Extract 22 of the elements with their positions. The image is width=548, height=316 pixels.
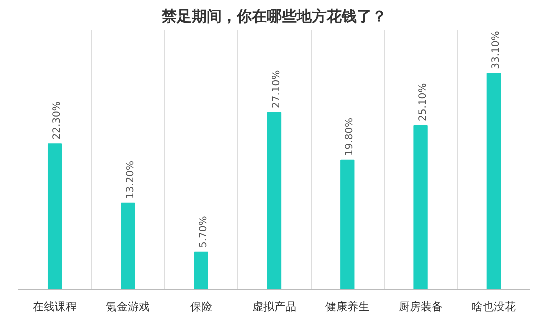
data-label: 13.20%: [125, 160, 136, 200]
x-tick-label: 氪金游戏: [106, 300, 150, 314]
data-label: 19.80%: [344, 118, 356, 156]
x-tick-label: 保险: [190, 300, 212, 314]
data-label: 25.10%: [418, 83, 429, 122]
x-tick-label: 厨房装备: [398, 300, 443, 314]
x-tick-label: 健康养生: [326, 300, 370, 314]
bar: [486, 73, 502, 290]
data-label: 27.10%: [272, 70, 283, 108]
bar: [48, 144, 62, 290]
bar: [267, 112, 282, 290]
bar: [121, 202, 136, 290]
bar: [414, 125, 428, 290]
x-tick-label: 啥也没花: [472, 300, 516, 314]
chart-title: 禁足期间，你在哪些地方花钱了？: [161, 8, 387, 26]
data-label: 22.30%: [52, 102, 64, 140]
bar: [340, 160, 355, 290]
data-label: 5.70%: [198, 216, 210, 248]
bar: [194, 252, 208, 290]
x-tick-label: 虚拟产品: [252, 300, 296, 314]
x-tick-label: 在线课程: [33, 300, 78, 314]
data-label: 33.10%: [490, 31, 502, 70]
